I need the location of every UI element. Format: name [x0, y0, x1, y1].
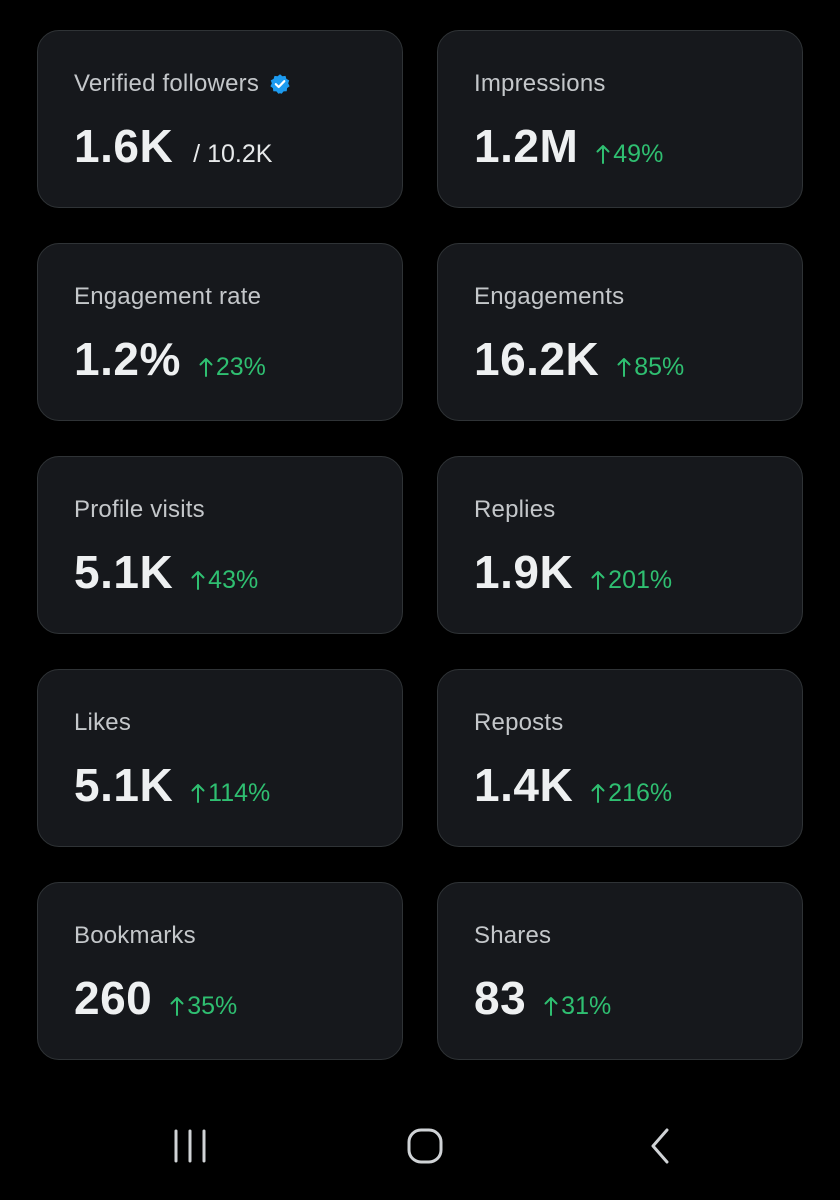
metric-delta-value: 23% — [215, 353, 266, 381]
metric-label-row: Engagement rate — [74, 282, 402, 312]
metric-value-row: 5.1K 43% — [74, 545, 402, 599]
metric-label: Engagements — [474, 283, 625, 310]
metric-value: 1.2% — [74, 333, 181, 385]
metric-card-reposts[interactable]: Reposts 1.4K 216% — [437, 669, 803, 847]
metric-value: 5.1K — [74, 759, 174, 811]
metric-card-engagements[interactable]: Engagements 16.2K 85% — [437, 243, 803, 421]
metric-value-row: 1.2% 23% — [74, 332, 402, 386]
home-button[interactable] — [395, 1122, 455, 1170]
metric-label-row: Engagements — [474, 282, 802, 312]
metric-delta-value: 31% — [561, 992, 612, 1020]
metric-delta-value: 201% — [608, 566, 673, 594]
metric-value-row: 1.9K 201% — [474, 545, 802, 599]
metric-label: Reposts — [474, 709, 564, 736]
metric-delta-value: 35% — [187, 992, 238, 1020]
metric-delta: 35% — [170, 992, 237, 1021]
metric-delta: 85% — [617, 353, 684, 382]
metric-delta: 43% — [191, 566, 258, 595]
arrow-up-icon — [191, 784, 205, 803]
metric-card-shares[interactable]: Shares 83 31% — [437, 882, 803, 1060]
metric-value: 1.2M — [474, 120, 579, 172]
arrow-up-icon — [199, 358, 213, 377]
arrow-up-icon — [591, 571, 605, 590]
arrow-up-icon — [544, 997, 558, 1016]
metric-delta: 216% — [591, 779, 672, 808]
metric-label-row: Impressions — [474, 69, 802, 99]
metric-label: Bookmarks — [74, 922, 196, 949]
metric-card-engagement-rate[interactable]: Engagement rate 1.2% 23% — [37, 243, 403, 421]
metric-label: Likes — [74, 709, 132, 736]
metric-label-row: Replies — [474, 495, 802, 525]
metric-label-row: Bookmarks — [74, 921, 402, 951]
metric-value-row: 16.2K 85% — [474, 332, 802, 386]
metric-value: 16.2K — [474, 333, 600, 385]
metric-card-replies[interactable]: Replies 1.9K 201% — [437, 456, 803, 634]
metric-label-row: Likes — [74, 708, 402, 738]
arrow-up-icon — [617, 358, 631, 377]
back-icon — [651, 1128, 669, 1164]
recent-apps-button[interactable] — [160, 1122, 220, 1170]
metric-value-row: 1.6K / 10.2K — [74, 119, 402, 173]
metric-label: Replies — [474, 496, 556, 523]
metric-card-bookmarks[interactable]: Bookmarks 260 35% — [37, 882, 403, 1060]
metric-value-row: 83 31% — [474, 971, 802, 1025]
metric-value: 1.4K — [474, 759, 574, 811]
metric-delta-value: 43% — [208, 566, 259, 594]
metric-label-row: Profile visits — [74, 495, 402, 525]
metric-card-verified-followers[interactable]: Verified followers 1.6K / 10.2K — [37, 30, 403, 208]
metric-label: Engagement rate — [74, 283, 262, 310]
metric-label: Shares — [474, 922, 552, 949]
metric-delta: 31% — [544, 992, 611, 1021]
metric-value-row: 1.2M 49% — [474, 119, 802, 173]
metric-card-profile-visits[interactable]: Profile visits 5.1K 43% — [37, 456, 403, 634]
metric-value: 1.9K — [474, 546, 574, 598]
metric-value: 83 — [474, 972, 527, 1024]
metric-delta-value: 114% — [208, 779, 271, 807]
system-navigation-bar — [0, 1100, 840, 1190]
metric-delta: 114% — [191, 779, 270, 808]
metric-label-row: Shares — [474, 921, 802, 951]
metric-label: Profile visits — [74, 496, 205, 523]
arrow-up-icon — [191, 571, 205, 590]
verified-badge-icon — [270, 74, 290, 94]
metric-value: 260 — [74, 972, 153, 1024]
metric-delta: 23% — [199, 353, 266, 382]
metric-delta: 49% — [596, 140, 663, 169]
back-button[interactable] — [630, 1122, 690, 1170]
metric-value-row: 1.4K 216% — [474, 758, 802, 812]
metric-card-impressions[interactable]: Impressions 1.2M 49% — [437, 30, 803, 208]
arrow-up-icon — [591, 784, 605, 803]
metric-delta-value: 85% — [634, 353, 685, 381]
metric-value: 5.1K — [74, 546, 174, 598]
metric-delta: 201% — [591, 566, 672, 595]
metric-value-row: 260 35% — [74, 971, 402, 1025]
metric-label-row: Verified followers — [74, 69, 402, 99]
metric-value-row: 5.1K 114% — [74, 758, 402, 812]
metric-card-likes[interactable]: Likes 5.1K 114% — [37, 669, 403, 847]
metrics-grid: Verified followers 1.6K / 10.2K Impressi… — [37, 30, 803, 1060]
metric-delta-value: 49% — [613, 140, 664, 168]
arrow-up-icon — [596, 145, 610, 164]
metric-label: Impressions — [474, 70, 606, 97]
recent-apps-icon — [174, 1129, 206, 1163]
metric-value: 1.6K — [74, 120, 174, 172]
arrow-up-icon — [170, 997, 184, 1016]
metric-label-row: Reposts — [474, 708, 802, 738]
metric-total: / 10.2K — [193, 140, 273, 168]
metric-delta-value: 216% — [608, 779, 673, 807]
metric-label: Verified followers — [74, 70, 260, 97]
home-icon — [407, 1128, 443, 1164]
